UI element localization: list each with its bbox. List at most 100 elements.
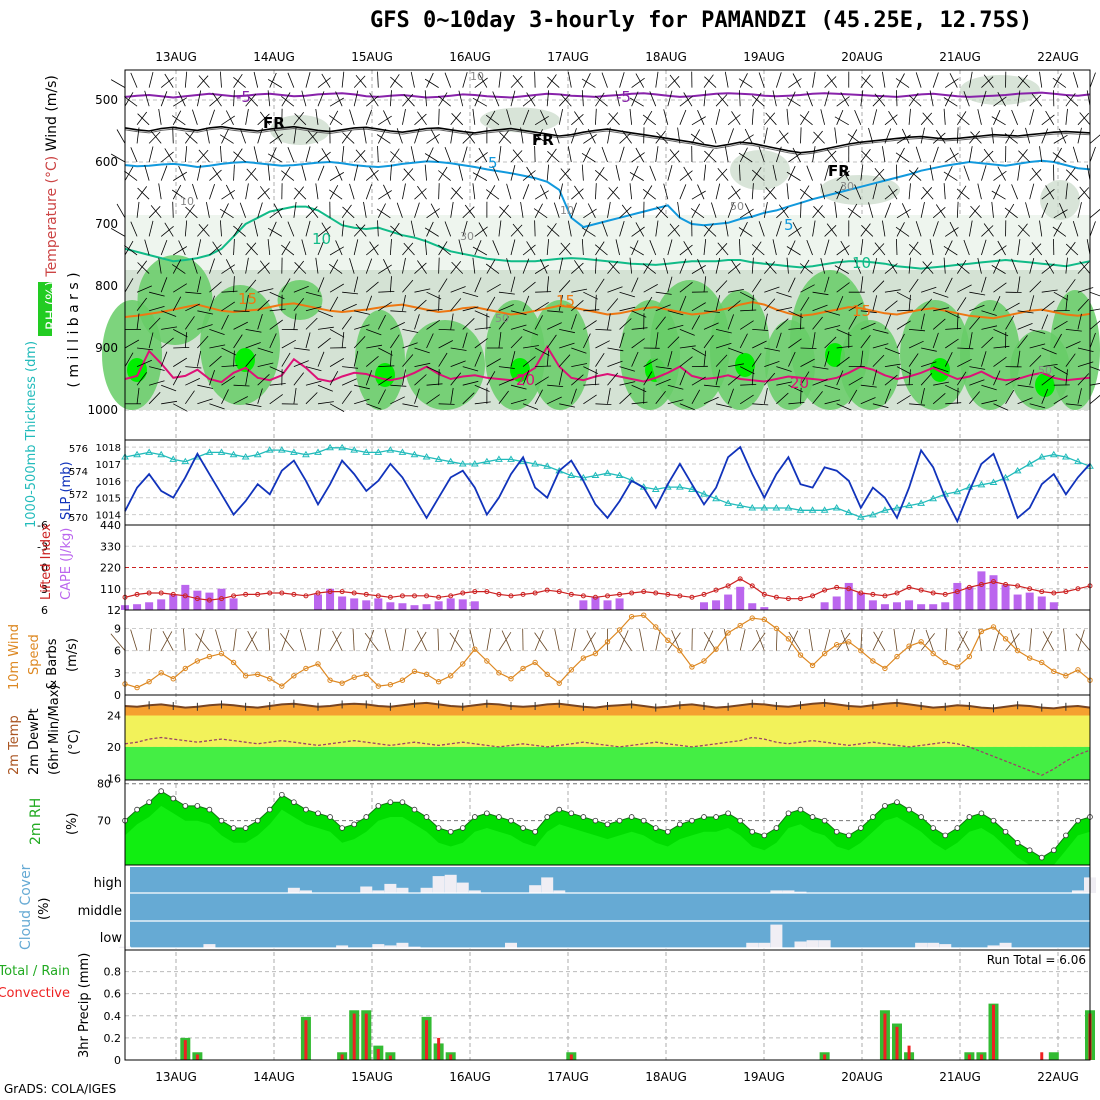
thickness-marker xyxy=(820,506,829,513)
wind-barb xyxy=(136,297,148,312)
lifted-index-marker xyxy=(761,591,767,597)
precip-convective-bar xyxy=(376,1048,380,1060)
wind-barb xyxy=(993,245,1007,256)
wind-barb xyxy=(1031,242,1043,256)
wind-barb xyxy=(663,257,669,274)
wind-barb xyxy=(192,258,198,274)
wind-barb xyxy=(981,399,998,405)
wind-barb xyxy=(806,91,813,107)
wind-barb xyxy=(329,283,345,293)
wind-barb xyxy=(414,202,420,218)
wind-speed-marker xyxy=(520,665,526,672)
wind-barb xyxy=(932,206,946,219)
rh-marker xyxy=(134,806,140,813)
wind-barb xyxy=(763,127,768,144)
wind-barb xyxy=(267,227,283,237)
wind-barb xyxy=(751,183,754,200)
lifted-index-marker xyxy=(1027,586,1033,592)
wind-barb xyxy=(786,183,789,200)
wind-barb xyxy=(414,188,427,200)
wind-barb xyxy=(895,152,910,163)
wind-barb xyxy=(402,183,406,200)
wind-barb xyxy=(945,384,960,393)
wind-barb xyxy=(583,208,597,219)
wind-barb xyxy=(945,152,959,163)
thickness-marker xyxy=(410,450,419,458)
rh-marker xyxy=(303,806,309,813)
lifted-index-marker xyxy=(592,594,598,600)
rh-contour-label: 10 xyxy=(560,204,574,217)
thickness-marker xyxy=(145,448,154,455)
wind-barb xyxy=(956,387,959,404)
wind-barb xyxy=(1077,388,1082,404)
run-total-annotation: Run Total = 6.06 xyxy=(987,953,1086,967)
wind-barb xyxy=(474,401,491,405)
wind-barb xyxy=(136,201,140,218)
wind-barb xyxy=(1053,291,1068,301)
wind-barb xyxy=(728,363,744,367)
wind-barb xyxy=(677,127,681,144)
wind-barb xyxy=(667,90,673,107)
wind-barb xyxy=(305,380,322,386)
wind-barb xyxy=(558,242,571,256)
surface-wind-barb xyxy=(958,631,970,651)
wind-barb xyxy=(335,240,343,256)
wind-barb xyxy=(438,340,453,349)
wind-barb xyxy=(655,390,666,405)
wind-barb xyxy=(158,183,162,200)
wind-barb xyxy=(981,239,987,256)
surface-wind-barb xyxy=(554,629,560,651)
wind-barb xyxy=(267,164,271,181)
wind-barb xyxy=(233,276,235,293)
wind-barb xyxy=(963,239,970,256)
precip-convective-bar xyxy=(425,1020,429,1060)
wind-barb xyxy=(763,388,768,404)
wind-barb xyxy=(474,338,488,349)
wind-barb xyxy=(751,257,754,274)
wind-barb xyxy=(895,78,910,88)
wind-speed-marker xyxy=(665,637,671,644)
wind-barb xyxy=(510,384,527,390)
wind-barb xyxy=(571,262,584,274)
cloud-cover-bar xyxy=(444,874,457,893)
wind-barb xyxy=(389,350,392,367)
cape-ylabel: CAPE (J/kg) xyxy=(59,528,74,600)
wind-barb xyxy=(993,258,1001,274)
wind-barb xyxy=(474,226,488,237)
wind-barb xyxy=(534,203,543,218)
precip-convective-bar xyxy=(195,1054,199,1060)
wind-barb xyxy=(1029,280,1042,293)
wind-barb xyxy=(1039,220,1043,237)
wind-barb xyxy=(739,134,754,144)
wind-barb xyxy=(1039,146,1043,163)
wind-barb xyxy=(522,184,530,200)
x-tick-label-top: 19AUG xyxy=(743,50,785,64)
surface-wind-barb xyxy=(364,632,379,651)
wind-barb xyxy=(315,183,319,200)
rh-marker xyxy=(894,799,900,805)
wind-barb xyxy=(287,72,295,88)
precip-convective-bar xyxy=(967,1054,971,1060)
lifted-index-marker xyxy=(942,591,948,597)
wind-barb xyxy=(1004,133,1018,144)
wind-barb xyxy=(220,145,222,163)
rh-marker xyxy=(1075,817,1081,824)
precip-convective-bar xyxy=(979,1054,983,1060)
wind-barb xyxy=(197,335,209,349)
wind-barb xyxy=(683,241,693,256)
cloud-cover-bar xyxy=(372,944,385,948)
wind-barb xyxy=(492,91,500,107)
wind-barb xyxy=(724,220,729,237)
wind-ylabel: 10m Wind xyxy=(7,624,22,690)
wind-barb xyxy=(1052,77,1067,88)
wind-barb xyxy=(820,109,826,125)
wind-barb xyxy=(896,384,914,386)
wind-barb xyxy=(571,347,587,354)
wind-barb xyxy=(124,240,134,256)
surface-wind-barb xyxy=(586,630,596,651)
thickness-marker xyxy=(844,508,853,516)
cape-bar xyxy=(314,594,322,610)
wind-barb xyxy=(993,356,1007,367)
lifted-index-marker xyxy=(1063,589,1069,595)
wind-barb xyxy=(1005,389,1015,405)
